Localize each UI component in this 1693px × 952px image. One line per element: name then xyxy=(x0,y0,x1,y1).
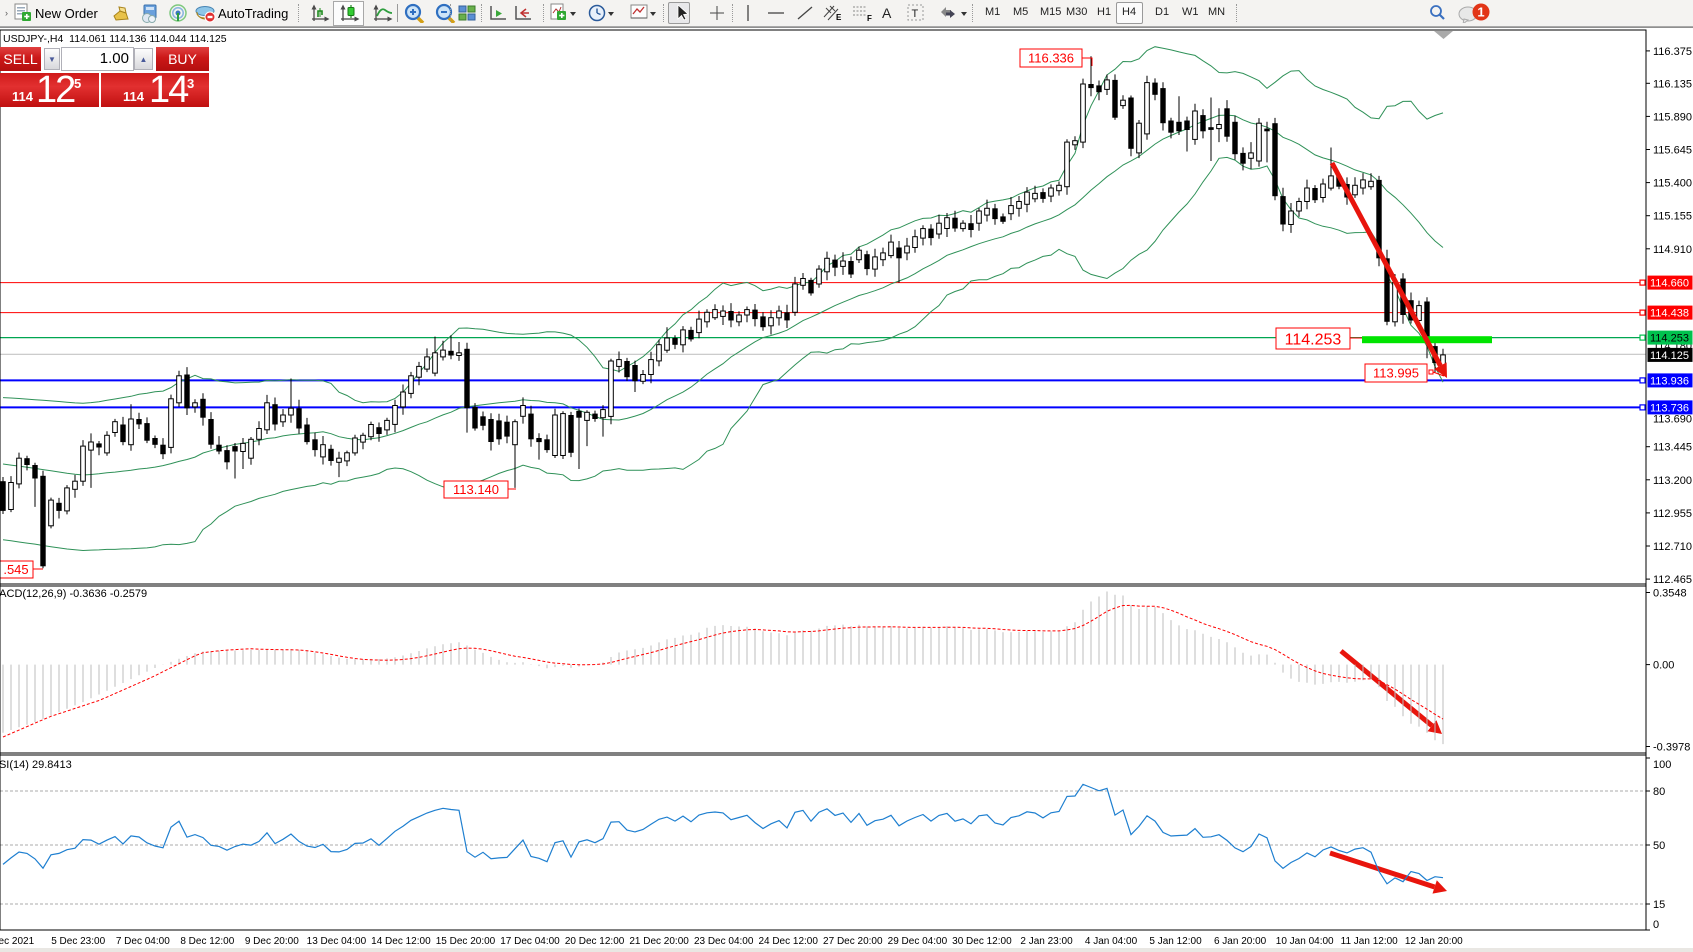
svg-text:17 Dec 04:00: 17 Dec 04:00 xyxy=(500,936,560,947)
svg-text:14 Dec 12:00: 14 Dec 12:00 xyxy=(371,936,431,947)
svg-text:20 Dec 12:00: 20 Dec 12:00 xyxy=(565,936,625,947)
svg-text:115.645: 115.645 xyxy=(1653,145,1692,157)
svg-text:114.660: 114.660 xyxy=(1650,278,1689,290)
svg-text:E: E xyxy=(836,13,842,22)
svg-text:100: 100 xyxy=(1653,759,1671,771)
svg-text:114.125: 114.125 xyxy=(1650,350,1689,362)
svg-text:113.140: 113.140 xyxy=(453,482,499,497)
svg-text:7 Dec 04:00: 7 Dec 04:00 xyxy=(116,936,170,947)
svg-text:4 Jan 04:00: 4 Jan 04:00 xyxy=(1085,936,1138,947)
svg-text:30 Dec 12:00: 30 Dec 12:00 xyxy=(952,936,1012,947)
svg-text:29 Dec 04:00: 29 Dec 04:00 xyxy=(888,936,948,947)
svg-text:-0.3978: -0.3978 xyxy=(1653,742,1690,754)
svg-text:0: 0 xyxy=(1653,919,1659,931)
svg-text:11 Jan 12:00: 11 Jan 12:00 xyxy=(1341,936,1399,947)
svg-text:114.438: 114.438 xyxy=(1650,308,1689,320)
svg-text:113.995: 113.995 xyxy=(1373,366,1419,381)
svg-text:6 Jan 20:00: 6 Jan 20:00 xyxy=(1214,936,1267,947)
svg-text:8 Dec 12:00: 8 Dec 12:00 xyxy=(180,936,234,947)
svg-text:9 Dec 20:00: 9 Dec 20:00 xyxy=(245,936,299,947)
svg-text:0.00: 0.00 xyxy=(1653,660,1674,672)
svg-text:116.375: 116.375 xyxy=(1653,46,1692,58)
svg-text:USDJPY-,H4 114.061 114.136 11: USDJPY-,H4 114.061 114.136 114.044 114.1… xyxy=(3,33,227,45)
svg-text:114.910: 114.910 xyxy=(1653,244,1692,256)
svg-text:114.253: 114.253 xyxy=(1650,333,1689,345)
svg-text:21 Dec 20:00: 21 Dec 20:00 xyxy=(629,936,689,947)
svg-text:112.955: 112.955 xyxy=(1653,508,1692,520)
svg-text:MACD(12,26,9) -0.3636 -0.2579: MACD(12,26,9) -0.3636 -0.2579 xyxy=(0,588,147,600)
svg-text:116.135: 116.135 xyxy=(1653,78,1692,90)
svg-text:T: T xyxy=(912,8,919,20)
svg-text:2 Jan 23:00: 2 Jan 23:00 xyxy=(1020,936,1073,947)
svg-text:24 Dec 12:00: 24 Dec 12:00 xyxy=(758,936,818,947)
svg-text:5 Jan 12:00: 5 Jan 12:00 xyxy=(1149,936,1202,947)
svg-text:116.336: 116.336 xyxy=(1028,51,1074,66)
svg-text:113.690: 113.690 xyxy=(1653,414,1692,426)
svg-text:RSI(14) 29.8413: RSI(14) 29.8413 xyxy=(0,759,72,771)
svg-text:113.200: 113.200 xyxy=(1653,475,1692,487)
svg-text:23 Dec 04:00: 23 Dec 04:00 xyxy=(694,936,754,947)
svg-text:50: 50 xyxy=(1653,840,1665,852)
svg-text:27 Dec 20:00: 27 Dec 20:00 xyxy=(823,936,883,947)
svg-text:12 Jan 20:00: 12 Jan 20:00 xyxy=(1405,936,1463,947)
svg-text:113.736: 113.736 xyxy=(1650,402,1689,414)
svg-text:5 Dec 23:00: 5 Dec 23:00 xyxy=(51,936,105,947)
svg-text:3 Dec 2021: 3 Dec 2021 xyxy=(0,936,35,947)
svg-text:15: 15 xyxy=(1653,899,1665,911)
svg-text:10 Jan 04:00: 10 Jan 04:00 xyxy=(1276,936,1334,947)
svg-text:1: 1 xyxy=(1477,5,1484,20)
svg-text:115.890: 115.890 xyxy=(1653,111,1692,123)
svg-text:113.936: 113.936 xyxy=(1650,375,1689,387)
svg-text:80: 80 xyxy=(1653,786,1665,798)
svg-text:112.465: 112.465 xyxy=(1653,574,1692,586)
svg-text:115.155: 115.155 xyxy=(1653,211,1692,223)
svg-text:115.400: 115.400 xyxy=(1653,178,1692,190)
svg-text:.545: .545 xyxy=(3,562,28,577)
svg-text:113.445: 113.445 xyxy=(1653,442,1692,454)
svg-text:15 Dec 20:00: 15 Dec 20:00 xyxy=(436,936,496,947)
svg-text:13 Dec 04:00: 13 Dec 04:00 xyxy=(307,936,367,947)
svg-text:114.253: 114.253 xyxy=(1285,331,1342,348)
svg-text:F: F xyxy=(867,14,872,23)
svg-text:0.3548: 0.3548 xyxy=(1653,588,1687,600)
svg-text:112.710: 112.710 xyxy=(1653,541,1692,553)
